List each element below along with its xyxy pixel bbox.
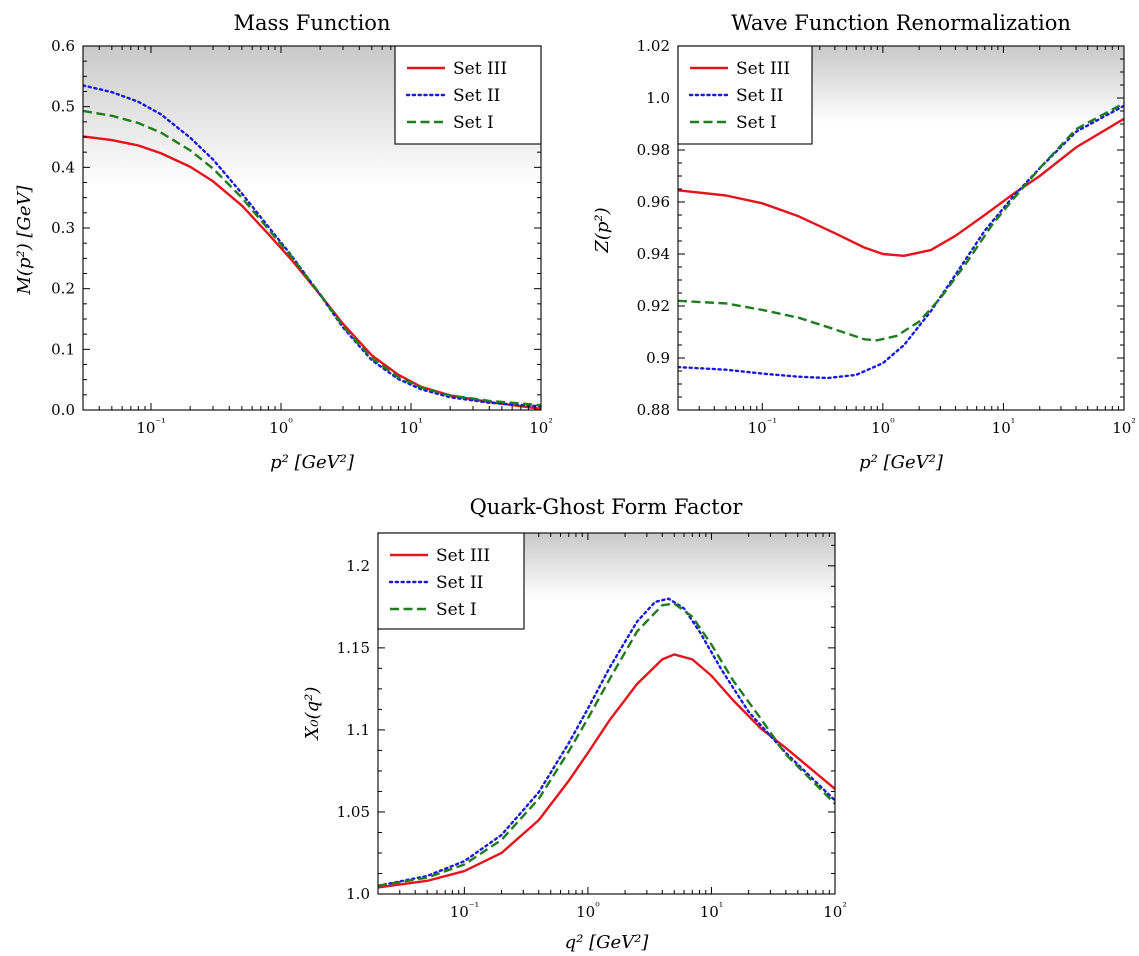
series-line-set-iii	[378, 653, 835, 889]
x-axis-label: p² [GeV²]	[270, 452, 355, 473]
series-line-set-i	[678, 102, 1124, 342]
series-line-set-ii	[83, 84, 541, 408]
y-tick-label: 0.2	[51, 280, 75, 298]
legend-label: Set I	[453, 113, 494, 133]
chart-ghost: Quark-Ghost Form Factor 10⁻¹ 10⁰ 10¹ 10² 1.0 1…	[302, 495, 847, 953]
x-tick-label: 10¹	[992, 416, 1016, 437]
chart-wave: Wave Function Renormalization 10⁻¹ 10⁰ 10¹ 1…	[592, 11, 1136, 473]
series-line-set-ii	[678, 104, 1124, 380]
series-line-set-i	[83, 109, 541, 407]
x-tick-label: 10²	[823, 900, 847, 921]
x-tick-label: 10⁰	[871, 416, 895, 437]
y-tick-label: 1.2	[346, 557, 370, 575]
y-tick-label: 0.4	[51, 158, 75, 176]
x-tick-label: 10⁻¹	[136, 416, 165, 437]
y-tick-label: 0.0	[51, 401, 75, 419]
y-tick-label: 1.0	[346, 885, 370, 903]
x-tick-label: 10⁰	[576, 900, 600, 921]
y-tick-label: 0.9	[646, 349, 670, 367]
y-axis-label: Z(p²)	[592, 207, 613, 253]
y-tick-label: 1.15	[337, 639, 370, 657]
legend-label: Set I	[736, 113, 777, 133]
legend: Set III Set II Set I	[377, 532, 525, 630]
x-axis-label: q² [GeV²]	[565, 932, 650, 953]
series-line-set-i	[378, 602, 835, 887]
x-tick-label: 10⁰	[269, 416, 293, 437]
legend: Set III Set II Set I	[394, 45, 542, 145]
y-tick-label: 0.6	[51, 37, 75, 55]
x-tick-label: 10¹	[700, 900, 724, 921]
y-axis-label: X₀(q²)	[302, 687, 323, 742]
series-line-set-ii	[378, 597, 835, 887]
y-tick-label: 0.98	[637, 141, 670, 159]
chart-mass: Mass Function 10⁻¹ 10⁰ 10¹ 10² 0.0 0.1 0.2 0.3 0.…	[14, 11, 553, 473]
plot-frame	[377, 532, 836, 895]
y-tick-label: 0.96	[637, 193, 670, 211]
x-tick-label: 10¹	[399, 416, 423, 437]
y-tick-label: 1.1	[346, 721, 370, 739]
y-tick-label: 0.5	[51, 98, 75, 116]
x-tick-label: 10⁻¹	[748, 416, 777, 437]
legend: Set III Set II Set I	[677, 45, 813, 145]
x-tick-label: 10⁻¹	[450, 900, 479, 921]
y-tick-label: 0.1	[51, 340, 75, 358]
chart-title: Quark-Ghost Form Factor	[470, 495, 744, 519]
legend-label: Set III	[736, 59, 790, 79]
y-tick-label: 1.0	[646, 89, 670, 107]
legend-label: Set III	[436, 546, 490, 566]
y-tick-label: 0.3	[51, 219, 75, 237]
y-tick-label: 0.94	[637, 245, 670, 263]
legend-label: Set II	[453, 86, 500, 106]
legend-box	[677, 45, 813, 145]
x-axis-label: p² [GeV²]	[859, 452, 944, 473]
y-tick-label: 0.92	[637, 297, 670, 315]
legend-label: Set III	[453, 59, 507, 79]
legend-label: Set I	[436, 600, 477, 620]
y-axis-label: M(p²) [GeV]	[14, 185, 35, 296]
chart-title: Mass Function	[234, 11, 391, 35]
y-tick-label: 1.02	[637, 37, 670, 55]
legend-label: Set II	[736, 86, 783, 106]
legend-label: Set II	[436, 573, 483, 593]
chart-title: Wave Function Renormalization	[731, 11, 1071, 35]
y-tick-label: 1.05	[337, 803, 370, 821]
x-tick-label: 10²	[529, 416, 553, 437]
series-line-set-iii	[678, 117, 1124, 258]
x-tick-label: 10²	[1112, 416, 1136, 437]
y-tick-label: 0.88	[637, 401, 670, 419]
